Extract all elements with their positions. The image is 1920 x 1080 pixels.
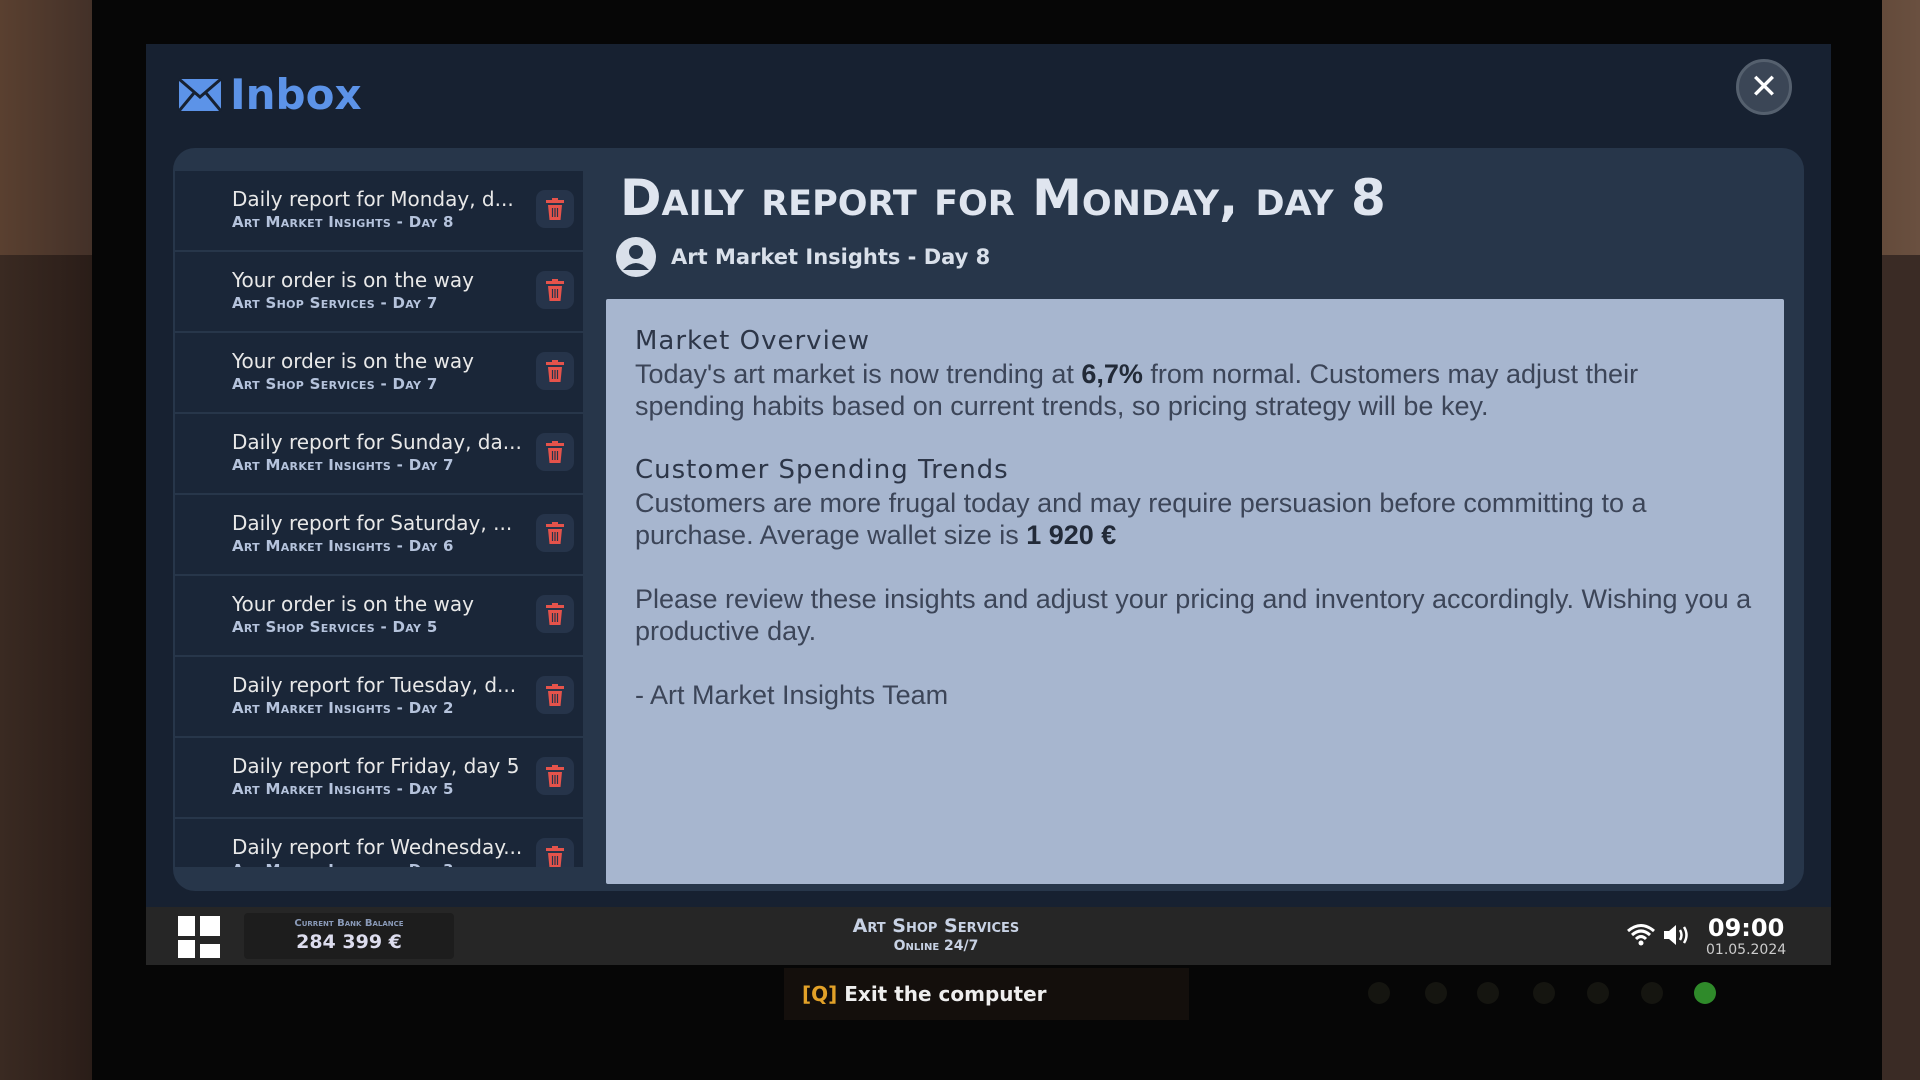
delete-button[interactable]: [536, 514, 574, 552]
indicator-led-active: [1694, 982, 1716, 1004]
close-button[interactable]: ✕: [1736, 59, 1792, 115]
text: Customers are more frugal today and may …: [635, 488, 1647, 550]
delete-button[interactable]: [536, 190, 574, 228]
wifi-icon[interactable]: [1626, 923, 1656, 947]
service-name: Art Shop Services: [852, 915, 1020, 937]
indicator-led: [1533, 982, 1555, 1004]
paragraph: Customers are more frugal today and may …: [635, 487, 1755, 551]
balance-label: Current Bank Balance: [294, 918, 404, 929]
message-sender: Art Market Insights - Day 8: [615, 236, 990, 278]
item-sender: Art Shop Services - Day 7: [232, 294, 438, 312]
service-online: Online 24/7: [893, 938, 979, 954]
user-avatar-icon: [616, 237, 656, 277]
signature: - Art Market Insights Team: [635, 680, 949, 710]
trash-icon: [546, 603, 564, 625]
delete-button[interactable]: [536, 271, 574, 309]
delete-button[interactable]: [536, 352, 574, 390]
indicator-led: [1477, 982, 1499, 1004]
inbox-item[interactable]: Daily report for Friday, day 5 Art Market…: [175, 738, 583, 819]
item-sender: Art Market Insights - Day 3: [232, 860, 583, 867]
trash-icon: [546, 684, 564, 706]
system-tray: [1626, 923, 1690, 947]
trash-icon: [546, 360, 564, 382]
indicator-led: [1641, 982, 1663, 1004]
item-sender: Art Market Insights - Day 5: [232, 780, 454, 798]
start-menu-icon[interactable]: [178, 916, 220, 958]
item-subject: Daily report for Friday, day 5: [232, 754, 520, 778]
item-subject: Daily report for Wednesday...: [232, 835, 523, 859]
text: from normal. Customers may adjust their …: [635, 359, 1639, 421]
mail-panel: Daily report for Monday, d... Art Market …: [173, 148, 1804, 891]
exit-hint: [Q] Exit the computer: [784, 968, 1189, 1020]
inbox-title: Inbox: [178, 70, 362, 119]
inbox-item[interactable]: Your order is on the way Art Shop Service…: [175, 333, 583, 414]
item-subject: Daily report for Monday, d...: [232, 187, 514, 211]
key-hint: [Q]: [802, 982, 838, 1006]
indicator-led: [1368, 982, 1390, 1004]
message-title: Daily report for Monday, day 8: [620, 169, 1386, 227]
inbox-item[interactable]: Your order is on the way Art Shop Service…: [175, 252, 583, 333]
wallet-value: 1 920 €: [1026, 520, 1117, 550]
item-subject: Your order is on the way: [232, 349, 474, 373]
item-sender: Art Market Insights - Day 6: [232, 537, 454, 555]
volume-icon[interactable]: [1662, 923, 1690, 947]
message-list[interactable]: Daily report for Monday, d... Art Market …: [175, 171, 583, 867]
inbox-item[interactable]: Daily report for Tuesday, d... Art Market…: [175, 657, 583, 738]
delete-button[interactable]: [536, 595, 574, 633]
trash-icon: [546, 765, 564, 787]
delete-button[interactable]: [536, 757, 574, 795]
item-subject: Your order is on the way: [232, 268, 474, 292]
bank-balance: Current Bank Balance 284 399 €: [244, 913, 454, 959]
computer-screen: Inbox ✕ Daily report for Monday, d... Art…: [146, 44, 1831, 965]
inbox-title-text: Inbox: [230, 70, 362, 119]
trash-icon: [546, 279, 564, 301]
trash-icon: [546, 198, 564, 220]
section-heading: Customer Spending Trends: [635, 455, 1009, 485]
section-heading: Market Overview: [635, 326, 871, 356]
inbox-item[interactable]: Your order is on the way Art Shop Service…: [175, 576, 583, 657]
trend-value: 6,7%: [1081, 359, 1143, 389]
text: Today's art market is now trending at: [635, 359, 1082, 389]
hint-text: Exit the computer: [837, 982, 1047, 1006]
item-subject: Daily report for Sunday, da...: [232, 430, 522, 454]
message-body: Market Overview Today's art market is no…: [606, 299, 1784, 884]
item-subject: Your order is on the way: [232, 592, 474, 616]
envelope-icon: [178, 77, 222, 112]
indicator-led: [1425, 982, 1447, 1004]
item-sender: Art Shop Services - Day 7: [232, 375, 438, 393]
paragraph: Please review these insights and adjust …: [635, 584, 1752, 646]
clock: 09:00 01.05.2024: [1706, 915, 1786, 959]
balance-value: 284 399 €: [296, 931, 402, 953]
service-status: Art Shop Services Online 24/7: [756, 915, 1116, 955]
item-sender: Art Market Insights - Day 7: [232, 456, 454, 474]
inbox-item[interactable]: Daily report for Wednesday...Art Market …: [175, 819, 583, 867]
trash-icon: [546, 846, 564, 867]
delete-button[interactable]: [536, 676, 574, 714]
clock-time: 09:00: [1707, 914, 1785, 942]
sender-name: Art Market Insights - Day 8: [671, 245, 991, 269]
taskbar: Current Bank Balance 284 399 € Art Shop …: [146, 907, 1831, 965]
item-subject: Daily report for Tuesday, d...: [232, 673, 517, 697]
item-subject: Daily report for Saturday, ...: [232, 511, 513, 535]
clock-date: 01.05.2024: [1706, 942, 1787, 958]
item-sender: Art Market Insights - Day 2: [232, 699, 454, 717]
item-sender: Art Shop Services - Day 5: [232, 618, 438, 636]
inbox-item[interactable]: Daily report for Sunday, da... Art Market…: [175, 414, 583, 495]
inbox-item[interactable]: Daily report for Monday, d... Art Market …: [175, 171, 583, 252]
indicator-led: [1587, 982, 1609, 1004]
item-sender: Art Market Insights - Day 8: [232, 213, 454, 231]
trash-icon: [546, 441, 564, 463]
delete-button[interactable]: [536, 433, 574, 471]
delete-button[interactable]: [536, 838, 574, 867]
inbox-item[interactable]: Daily report for Saturday, ... Art Market…: [175, 495, 583, 576]
trash-icon: [546, 522, 564, 544]
paragraph: Today's art market is now trending at 6,…: [635, 358, 1755, 422]
